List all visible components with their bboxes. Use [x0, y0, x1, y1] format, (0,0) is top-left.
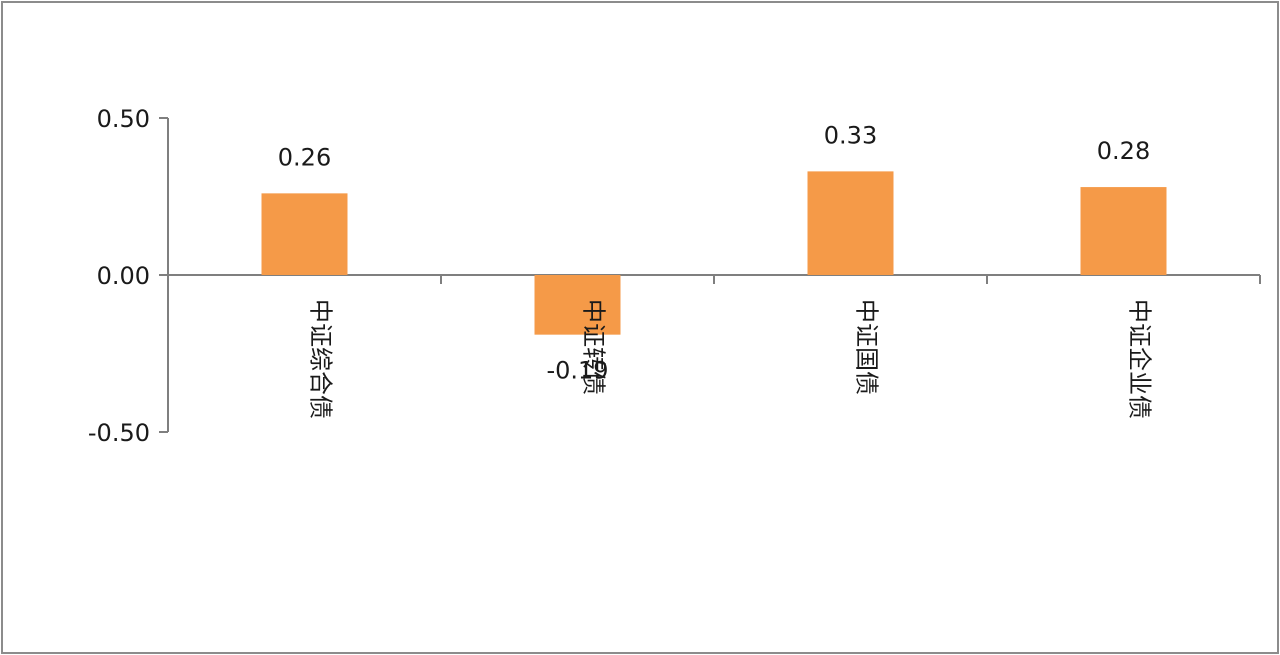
category-label: 中证企业债 [1126, 299, 1154, 419]
category-label: 中证综合债 [307, 299, 335, 419]
data-label: 0.28 [1097, 137, 1150, 165]
category-label: 中证转债 [580, 299, 608, 395]
y-tick-label: 0.50 [97, 105, 150, 133]
bar [534, 275, 621, 335]
data-label: -0.19 [546, 357, 608, 385]
y-tick-label: 0.00 [97, 262, 150, 290]
y-tick-label: -0.50 [88, 419, 150, 447]
data-label: 0.33 [824, 121, 877, 149]
category-label: 中证国债 [853, 299, 881, 395]
bar [1080, 187, 1167, 275]
data-label: 0.26 [278, 143, 331, 171]
bar [807, 171, 894, 275]
chart-axes: 0.50 0.00 -0.50 [88, 105, 1261, 447]
bar [261, 193, 348, 275]
chart-bars [261, 171, 1167, 335]
